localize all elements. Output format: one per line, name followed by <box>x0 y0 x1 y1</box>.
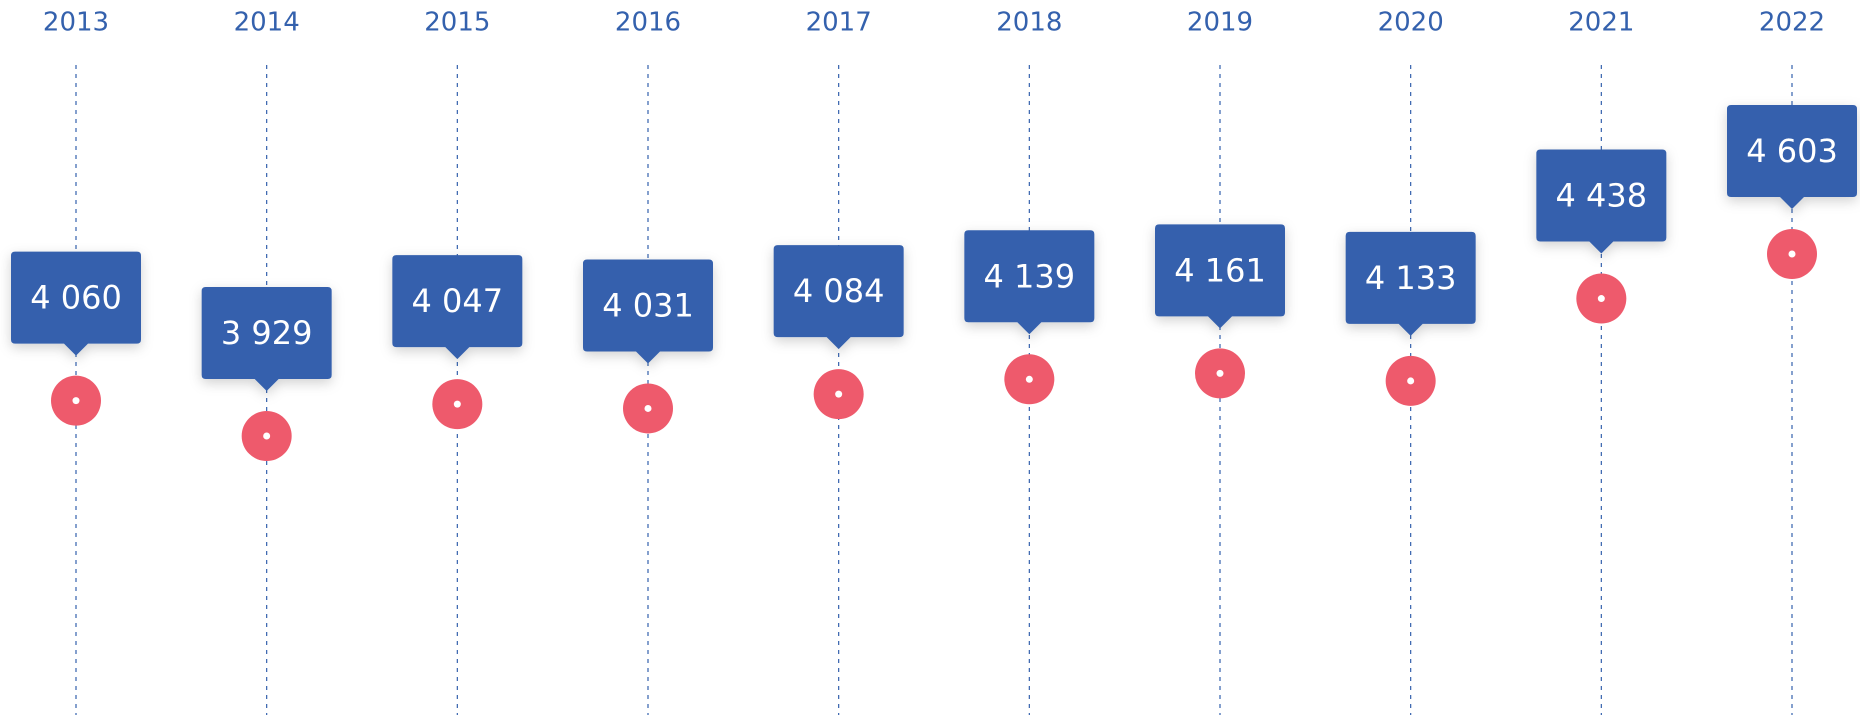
dot-center <box>1216 369 1224 377</box>
value-label: 4 438 <box>1556 177 1648 215</box>
callout-box <box>964 230 1095 335</box>
value-label: 4 161 <box>1174 251 1266 289</box>
dot-center <box>1025 375 1033 383</box>
callout-box <box>583 259 713 364</box>
value-callout <box>964 230 1095 335</box>
value-label: 4 139 <box>984 257 1076 295</box>
year-label: 2013 <box>43 8 109 38</box>
value-callout <box>773 245 904 350</box>
dot-center <box>835 390 843 398</box>
callout-box <box>201 287 332 391</box>
dot-center <box>644 404 652 412</box>
value-label: 4 084 <box>793 272 885 310</box>
year-label: 2016 <box>615 8 681 38</box>
callout-box <box>1155 224 1285 329</box>
year-label: 2014 <box>234 8 300 38</box>
value-callout <box>1727 105 1857 209</box>
callout-box <box>1345 231 1476 336</box>
callout-box <box>1536 149 1667 254</box>
value-label: 4 031 <box>602 286 694 324</box>
value-callout <box>392 255 523 360</box>
dot-center <box>72 397 80 405</box>
year-label: 2020 <box>1378 8 1444 38</box>
dot-center <box>1788 250 1796 258</box>
value-callout <box>11 251 141 356</box>
value-callout <box>1345 231 1476 336</box>
year-label: 2015 <box>424 8 490 38</box>
value-callout <box>201 287 332 391</box>
callout-box <box>1727 105 1857 209</box>
value-callout <box>1536 149 1667 254</box>
year-label: 2022 <box>1759 8 1825 38</box>
callout-box <box>11 251 141 356</box>
dot-center <box>453 400 461 408</box>
year-label: 2018 <box>996 8 1062 38</box>
year-label: 2021 <box>1568 8 1634 38</box>
dot-center <box>263 432 271 440</box>
value-label: 4 060 <box>30 279 122 317</box>
value-label: 4 133 <box>1365 259 1457 297</box>
value-label: 4 047 <box>412 282 504 320</box>
dot-center <box>1597 295 1605 303</box>
year-label: 2017 <box>806 8 872 38</box>
value-callout <box>583 259 713 364</box>
value-label: 4 603 <box>1746 132 1838 170</box>
callout-box <box>773 245 904 350</box>
year-label: 2019 <box>1187 8 1253 38</box>
value-callout <box>1155 224 1285 329</box>
callout-box <box>392 255 523 360</box>
value-label: 3 929 <box>221 314 313 352</box>
dot-center <box>1407 377 1415 385</box>
